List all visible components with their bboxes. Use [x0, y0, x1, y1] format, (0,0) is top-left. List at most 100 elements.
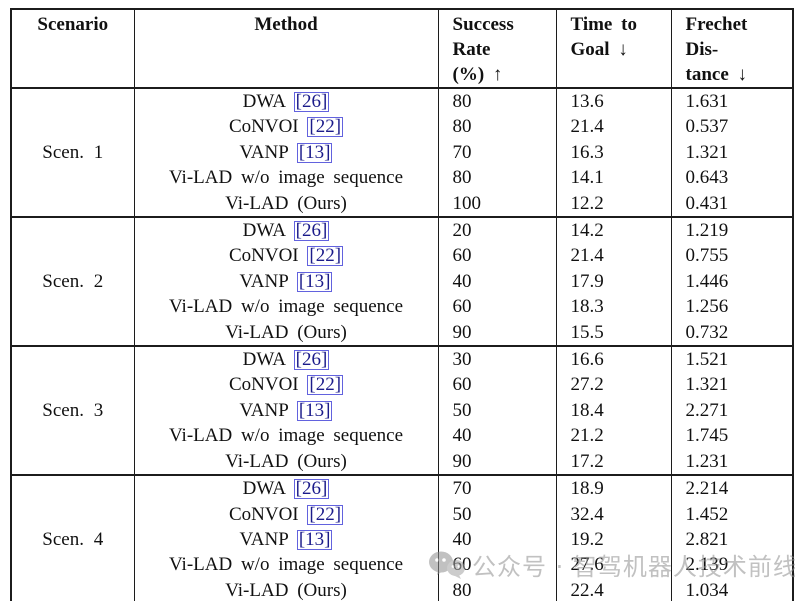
table-row: Scen. 3 DWA [26] 30 16.6 1.521 — [10, 346, 794, 476]
method-cell: Vi-LAD (Ours) — [133, 190, 439, 218]
frechet-cell: 1.321 — [670, 372, 794, 398]
method-name: Vi-LAD (Ours) — [225, 579, 347, 601]
table-row: Scen. 2 DWA [26] 20 14.2 1.219 — [10, 217, 794, 347]
time-to-goal-cell: 27.6 — [555, 552, 672, 578]
method-name: Vi-LAD w/o image sequence — [168, 425, 404, 447]
table-row: VANP [13] 70 16.3 1.321 — [11, 139, 794, 166]
method-name: DWA — [242, 349, 285, 371]
header-success-rate: Success Rate (%) ↑ — [437, 9, 557, 89]
citation-link[interactable]: [13] — [296, 528, 333, 550]
citation-link[interactable]: [26] — [293, 349, 330, 371]
method-cell: Vi-LAD (Ours) — [133, 577, 439, 601]
table-header: Scenario Method Success Rate (%) ↑ Time … — [10, 9, 794, 89]
time-to-goal-cell: 15.5 — [555, 319, 672, 347]
method-cell: Vi-LAD w/o image sequence — [133, 423, 439, 449]
method-cell: DWA [26] — [133, 217, 439, 244]
time-to-goal-cell: 19.2 — [555, 526, 672, 553]
table-row: Vi-LAD (Ours) 80 22.4 1.034 — [11, 577, 794, 601]
time-to-goal-cell: 18.4 — [555, 397, 672, 424]
success-rate-cell: 80 — [437, 577, 557, 601]
frechet-cell: 0.537 — [670, 114, 794, 140]
success-rate-cell: 20 — [437, 217, 557, 244]
success-rate-cell: 60 — [437, 372, 557, 398]
citation-link[interactable]: [26] — [293, 478, 330, 500]
frechet-cell: 1.231 — [670, 448, 794, 476]
success-rate-cell: 100 — [437, 190, 557, 218]
frechet-cell: 1.631 — [670, 88, 794, 115]
table-row: Vi-LAD w/o image sequence 40 21.2 1.745 — [11, 423, 794, 449]
method-cell: Vi-LAD w/o image sequence — [133, 165, 439, 191]
method-cell: Vi-LAD (Ours) — [133, 319, 439, 347]
scenario-group: Scen. 2 DWA [26] 20 14.2 1.219 CoNVOI [22] 60 2… — [10, 217, 794, 347]
method-cell: Vi-LAD w/o image sequence — [133, 294, 439, 320]
success-rate-cell: 40 — [437, 423, 557, 449]
success-rate-cell: 90 — [437, 319, 557, 347]
frechet-cell: 2.139 — [670, 552, 794, 578]
method-cell: VANP [13] — [133, 139, 439, 166]
frechet-cell: 0.643 — [670, 165, 794, 191]
frechet-cell: 1.446 — [670, 268, 794, 295]
time-to-goal-cell: 22.4 — [555, 577, 672, 601]
time-to-goal-cell: 12.2 — [555, 190, 672, 218]
time-to-goal-cell: 18.3 — [555, 294, 672, 320]
success-rate-cell: 80 — [437, 165, 557, 191]
frechet-cell: 2.214 — [670, 475, 794, 502]
success-rate-cell: 60 — [437, 552, 557, 578]
success-rate-cell: 30 — [437, 346, 557, 373]
frechet-cell: 1.219 — [670, 217, 794, 244]
results-table-container: Scenario Method Success Rate (%) ↑ Time … — [10, 8, 794, 601]
scenario-cell: Scen. 4 — [10, 475, 135, 601]
table-row: Vi-LAD w/o image sequence 60 27.6 2.139 — [11, 552, 794, 578]
success-rate-cell: 80 — [437, 114, 557, 140]
frechet-cell: 2.821 — [670, 526, 794, 553]
frechet-cell: 1.452 — [670, 501, 794, 527]
success-rate-cell: 70 — [437, 475, 557, 502]
citation-link[interactable]: [13] — [296, 141, 333, 163]
success-rate-cell: 40 — [437, 526, 557, 553]
citation-link[interactable]: [26] — [293, 220, 330, 242]
citation-link[interactable]: [22] — [307, 116, 344, 138]
method-name: Vi-LAD w/o image sequence — [168, 296, 404, 318]
header-time-to-goal: Time to Goal ↓ — [555, 9, 672, 89]
method-cell: CoNVOI [22] — [133, 114, 439, 140]
method-cell: DWA [26] — [133, 475, 439, 502]
table-row: CoNVOI [22] 80 21.4 0.537 — [11, 114, 794, 140]
citation-link[interactable]: [22] — [307, 374, 344, 396]
scenario-group: Scen. 4 DWA [26] 70 18.9 2.214 CoNVOI [22] 50 3… — [10, 475, 794, 601]
citation-link[interactable]: [22] — [307, 503, 344, 525]
success-rate-cell: 50 — [437, 501, 557, 527]
method-cell: VANP [13] — [133, 397, 439, 424]
success-rate-cell: 60 — [437, 243, 557, 269]
citation-link[interactable]: [13] — [296, 270, 333, 292]
table-row: Vi-LAD (Ours) 90 15.5 0.732 — [11, 319, 794, 347]
citation-link[interactable]: [26] — [293, 91, 330, 112]
scenario-group: Scen. 1 DWA [26] 80 13.6 1.631 CoNVOI [22] 80 2… — [10, 88, 794, 218]
method-name: Vi-LAD (Ours) — [225, 192, 347, 214]
method-name: Vi-LAD (Ours) — [225, 450, 347, 472]
scenario-group: Scen. 3 DWA [26] 30 16.6 1.521 CoNVOI [22] 60 2… — [10, 346, 794, 476]
frechet-cell: 0.431 — [670, 190, 794, 218]
table-row: Vi-LAD (Ours) 90 17.2 1.231 — [11, 448, 794, 476]
method-name: VANP — [239, 270, 289, 292]
time-to-goal-cell: 32.4 — [555, 501, 672, 527]
method-cell: DWA [26] — [133, 88, 439, 115]
table-row: VANP [13] 40 17.9 1.446 — [11, 268, 794, 295]
method-name: CoNVOI — [228, 503, 299, 525]
method-name: DWA — [242, 478, 285, 500]
citation-link[interactable]: [22] — [307, 245, 344, 267]
method-cell: DWA [26] — [133, 346, 439, 373]
table-row: Vi-LAD w/o image sequence 80 14.1 0.643 — [11, 165, 794, 191]
method-name: Vi-LAD w/o image sequence — [168, 167, 404, 189]
method-name: CoNVOI — [228, 245, 299, 267]
time-to-goal-cell: 14.2 — [555, 217, 672, 244]
time-to-goal-cell: 16.6 — [555, 346, 672, 373]
table-row: VANP [13] 50 18.4 2.271 — [11, 397, 794, 424]
results-table: Scenario Method Success Rate (%) ↑ Time … — [10, 8, 794, 601]
method-name: CoNVOI — [228, 116, 299, 138]
citation-link[interactable]: [13] — [296, 399, 333, 421]
table-row: Scen. 4 DWA [26] 70 18.9 2.214 — [10, 475, 794, 601]
scenario-cell: Scen. 2 — [10, 217, 135, 347]
time-to-goal-cell: 13.6 — [555, 88, 672, 115]
success-rate-cell: 80 — [437, 88, 557, 115]
table-row: CoNVOI [22] 60 21.4 0.755 — [11, 243, 794, 269]
